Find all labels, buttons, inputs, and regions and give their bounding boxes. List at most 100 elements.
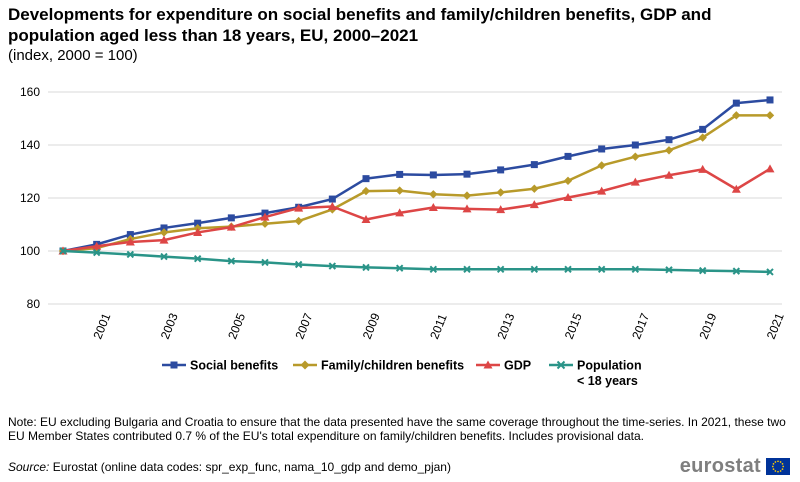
eurostat-wordmark: eurostat: [679, 455, 761, 477]
chart-title: Developments for expenditure on social b…: [8, 5, 712, 45]
y-axis-ticks: 80 100 120 140 160: [20, 85, 40, 311]
data-point: [327, 201, 337, 210]
data-point: [766, 96, 774, 104]
data-point: [125, 237, 135, 246]
data-point: [630, 177, 640, 186]
data-point: [362, 175, 370, 183]
legend-item-family-children-benefits[interactable]: Family/children benefits: [293, 359, 464, 373]
data-point: [294, 216, 303, 226]
flag-star: [779, 461, 782, 463]
data-point: [665, 136, 673, 144]
data-point: [260, 212, 270, 221]
data-point: [160, 224, 168, 232]
series-line: [62, 98, 771, 253]
x-tick-label: 2013: [494, 311, 517, 341]
data-point: [126, 231, 134, 239]
data-point: [463, 170, 471, 178]
x-tick-label: 2017: [629, 311, 652, 341]
data-point: [193, 254, 202, 263]
y-tick-label: 80: [27, 297, 41, 311]
x-tick-label: 2005: [225, 311, 248, 341]
data-point: [159, 235, 169, 244]
data-point: [563, 176, 573, 185]
data-point: [664, 170, 674, 179]
data-point: [226, 222, 236, 231]
source-label: Source:: [8, 460, 50, 474]
data-point: [194, 219, 202, 227]
data-point: [429, 190, 438, 199]
series-2: [58, 164, 775, 255]
data-point: [261, 258, 269, 267]
data-point: [160, 252, 168, 261]
data-point: [766, 268, 774, 276]
eu-flag-icon: [766, 458, 790, 475]
flag-star: [771, 465, 774, 468]
source-text: Eurostat (online data codes: spr_exp_fun…: [49, 460, 451, 474]
data-point: [699, 125, 707, 133]
series-1: [58, 111, 775, 256]
data-point: [597, 265, 606, 273]
series-group: [58, 96, 775, 276]
data-point: [92, 248, 101, 257]
legend-item-social-benefits[interactable]: Social benefits: [162, 359, 278, 373]
legend-label-family-children-benefits: Family/children benefits: [321, 359, 464, 373]
x-tick-label: 2011: [427, 312, 450, 341]
data-point: [496, 205, 506, 214]
gridlines: [48, 91, 782, 305]
data-point: [732, 111, 741, 120]
data-point: [462, 191, 472, 200]
data-point: [698, 133, 707, 142]
legend-item-population-under-18[interactable]: Population < 18 years: [549, 359, 642, 389]
eurostat-logo[interactable]: eurostat: [680, 455, 790, 478]
data-point: [563, 192, 573, 201]
x-tick-label: 2021: [764, 311, 787, 341]
data-point: [530, 184, 539, 193]
x-tick-label: 2009: [360, 311, 383, 341]
data-point: [530, 161, 538, 169]
data-point: [496, 265, 505, 273]
footnote: Note: EU excluding Bulgaria and Croatia …: [8, 415, 788, 443]
data-point: [227, 214, 235, 222]
data-point: [765, 111, 775, 120]
data-point: [598, 145, 606, 153]
data-point: [159, 228, 169, 237]
y-tick-label: 140: [20, 138, 40, 152]
data-point: [294, 260, 303, 269]
x-tick-label: 2019: [696, 311, 719, 341]
chart-subtitle: (index, 2000 = 100): [8, 47, 138, 64]
data-point: [126, 250, 135, 259]
data-point: [765, 164, 775, 173]
x-axis-ticks: 2001 2003 2005 2007 2009 2011 2013 2015 2017 2019…: [90, 311, 786, 341]
series-line: [62, 249, 771, 274]
flag-star: [781, 463, 784, 465]
flag-star: [777, 460, 779, 463]
flag-star: [779, 470, 782, 472]
data-point: [698, 266, 707, 275]
data-point: [462, 204, 472, 213]
data-point: [496, 188, 505, 197]
data-point: [665, 266, 673, 274]
data-point: [463, 265, 471, 273]
data-point: [260, 219, 270, 228]
series-line: [62, 167, 771, 253]
flag-star: [777, 470, 779, 473]
x-tick-label: 2007: [292, 311, 315, 341]
x-tick-label: 2001: [90, 311, 113, 341]
flag-star: [781, 468, 784, 470]
data-point: [732, 267, 741, 275]
data-point: [631, 152, 640, 161]
data-point: [664, 146, 674, 155]
data-point: [564, 265, 572, 273]
x-tick-label: 2015: [562, 311, 585, 341]
legend-item-gdp[interactable]: GDP: [476, 359, 531, 373]
data-point: [294, 203, 304, 212]
data-point: [731, 184, 741, 193]
data-point: [395, 208, 405, 217]
data-point: [631, 141, 639, 149]
data-point: [564, 152, 572, 160]
data-point: [92, 241, 102, 250]
data-point: [428, 203, 438, 212]
y-tick-label: 160: [20, 85, 40, 99]
flag-star: [772, 468, 775, 470]
